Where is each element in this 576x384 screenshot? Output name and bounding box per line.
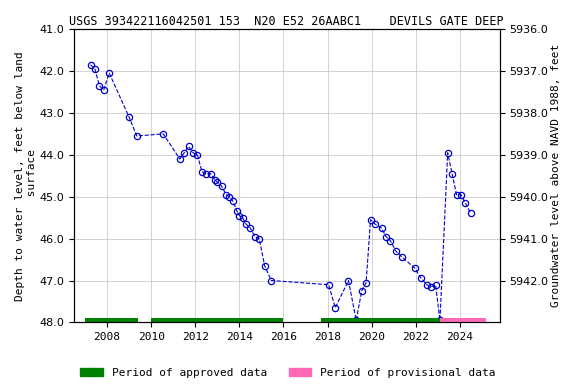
- Bar: [85, 318, 138, 326]
- Title: USGS 393422116042501 153  N20 E52 26AABC1    DEVILS GATE DEEP: USGS 393422116042501 153 N20 E52 26AABC1…: [70, 15, 504, 28]
- Legend: Period of approved data, Period of provisional data: Period of approved data, Period of provi…: [76, 363, 500, 382]
- Y-axis label: Groundwater level above NAVD 1988, feet: Groundwater level above NAVD 1988, feet: [551, 44, 561, 308]
- Bar: [321, 318, 440, 326]
- Bar: [440, 318, 486, 326]
- Y-axis label: Depth to water level, feet below land
 surface: Depth to water level, feet below land su…: [15, 51, 37, 301]
- Bar: [151, 318, 283, 326]
